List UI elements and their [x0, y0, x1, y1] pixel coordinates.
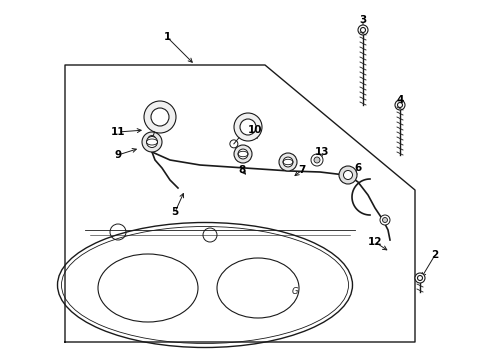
Circle shape: [357, 25, 367, 35]
Circle shape: [283, 157, 292, 167]
Text: 4: 4: [395, 95, 403, 105]
Circle shape: [151, 108, 169, 126]
Circle shape: [382, 217, 386, 222]
Ellipse shape: [58, 222, 352, 347]
Text: 3: 3: [359, 15, 366, 25]
Circle shape: [240, 119, 256, 135]
Circle shape: [143, 101, 176, 133]
Circle shape: [338, 166, 356, 184]
Circle shape: [147, 136, 156, 144]
Circle shape: [379, 215, 389, 225]
Circle shape: [414, 273, 424, 283]
Text: 1: 1: [163, 32, 170, 42]
Text: 2: 2: [430, 250, 438, 260]
Circle shape: [234, 113, 262, 141]
Circle shape: [146, 136, 157, 148]
Circle shape: [394, 100, 404, 110]
Text: 6: 6: [354, 163, 361, 173]
Circle shape: [142, 132, 162, 152]
Text: 12: 12: [367, 237, 382, 247]
Text: 7: 7: [298, 165, 305, 175]
Text: 5: 5: [171, 207, 178, 217]
Circle shape: [343, 171, 352, 180]
Circle shape: [229, 140, 237, 148]
Text: 9: 9: [114, 150, 122, 160]
Circle shape: [417, 275, 422, 280]
Text: 10: 10: [247, 125, 262, 135]
Circle shape: [238, 149, 247, 159]
Text: 13: 13: [314, 147, 328, 157]
Text: 11: 11: [110, 127, 125, 137]
Circle shape: [310, 154, 323, 166]
Circle shape: [360, 27, 365, 32]
Circle shape: [279, 153, 296, 171]
Circle shape: [313, 157, 319, 163]
Circle shape: [234, 145, 251, 163]
Text: 8: 8: [238, 165, 245, 175]
Circle shape: [397, 103, 402, 108]
Text: G: G: [291, 288, 298, 297]
